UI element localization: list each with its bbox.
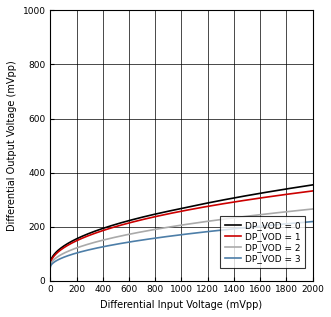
DP_VOD = 3 xyxy=(310,220,314,223)
Line: DP_VOD = 2: DP_VOD = 2 xyxy=(50,209,312,266)
Legend: DP_VOD = 0, DP_VOD = 1, DP_VOD = 2, DP_VOD = 3: DP_VOD = 0, DP_VOD = 1, DP_VOD = 2, DP_V… xyxy=(220,216,306,268)
DP_VOD = 1 xyxy=(253,197,257,201)
DP_VOD = 3 xyxy=(253,225,257,229)
DP_VOD = 0 xyxy=(310,183,314,187)
DP_VOD = 2 xyxy=(228,217,232,220)
DP_VOD = 3 xyxy=(48,265,52,269)
Y-axis label: Differential Output Voltage (mVpp): Differential Output Voltage (mVpp) xyxy=(7,60,17,231)
DP_VOD = 2 xyxy=(253,213,257,217)
DP_VOD = 3 xyxy=(228,227,232,231)
DP_VOD = 3 xyxy=(164,235,168,239)
DP_VOD = 1 xyxy=(155,215,159,218)
DP_VOD = 0 xyxy=(75,237,79,241)
DP_VOD = 1 xyxy=(258,196,261,200)
DP_VOD = 3 xyxy=(258,224,261,228)
DP_VOD = 2 xyxy=(164,226,168,230)
DP_VOD = 2 xyxy=(48,264,52,268)
DP_VOD = 0 xyxy=(155,212,159,216)
DP_VOD = 0 xyxy=(228,197,232,200)
DP_VOD = 2 xyxy=(258,213,261,217)
DP_VOD = 0 xyxy=(258,191,261,195)
X-axis label: Differential Input Voltage (mVpp): Differential Input Voltage (mVpp) xyxy=(100,300,262,310)
Line: DP_VOD = 1: DP_VOD = 1 xyxy=(50,191,312,264)
Line: DP_VOD = 3: DP_VOD = 3 xyxy=(50,222,312,267)
DP_VOD = 3 xyxy=(75,251,79,255)
DP_VOD = 0 xyxy=(48,261,52,265)
DP_VOD = 1 xyxy=(75,239,79,243)
DP_VOD = 3 xyxy=(155,236,159,240)
DP_VOD = 2 xyxy=(155,227,159,231)
DP_VOD = 2 xyxy=(75,246,79,250)
DP_VOD = 1 xyxy=(164,212,168,216)
DP_VOD = 1 xyxy=(48,262,52,266)
DP_VOD = 1 xyxy=(310,189,314,193)
Line: DP_VOD = 0: DP_VOD = 0 xyxy=(50,185,312,263)
DP_VOD = 2 xyxy=(310,207,314,211)
DP_VOD = 1 xyxy=(228,201,232,204)
DP_VOD = 0 xyxy=(253,192,257,196)
DP_VOD = 0 xyxy=(164,210,168,214)
